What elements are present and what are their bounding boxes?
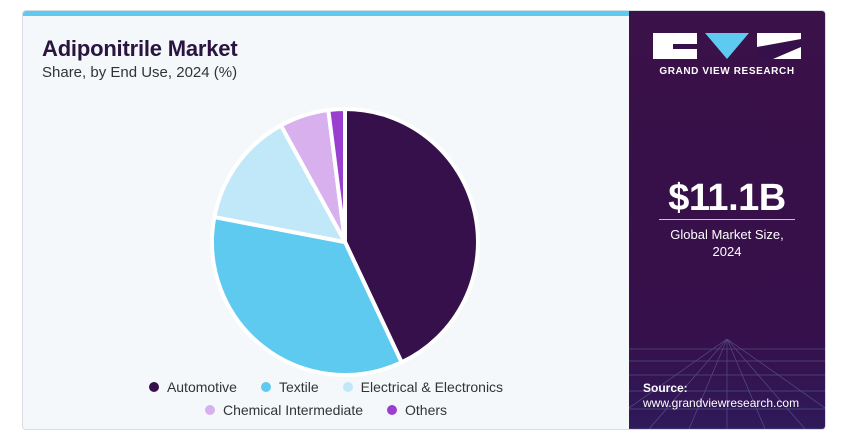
legend-swatch <box>260 382 271 392</box>
legend-label: Textile <box>278 379 319 395</box>
grid-floor-decoration <box>629 339 825 429</box>
gvr-logo-icon <box>653 33 801 59</box>
accent-bar <box>23 11 629 16</box>
legend-swatch <box>148 382 159 392</box>
source-label: Source: <box>643 381 688 395</box>
caption-line-2: 2024 <box>712 244 742 259</box>
legend-item-textile: Textile <box>260 379 319 395</box>
chart-subtitle: Share, by End Use, 2024 (%) <box>42 64 238 81</box>
pie-slice-textile <box>210 215 404 377</box>
legend-item-others: Others <box>387 402 447 418</box>
legend-label: Chemical Intermediate <box>222 402 364 418</box>
legend-swatch <box>342 382 353 392</box>
divider <box>659 219 795 220</box>
source-url[interactable]: www.grandviewresearch.com <box>643 396 800 410</box>
legend-row-2: Chemical Intermediate Others <box>23 402 629 418</box>
chart-title: Adiponitrile Market <box>42 36 238 61</box>
legend-label: Electrical & Electronics <box>360 379 504 395</box>
brand-name: GRAND VIEW RESEARCH <box>659 66 795 77</box>
legend-item-chemical-intermediate: Chemical Intermediate <box>204 402 364 418</box>
source-note: Source: www.grandviewresearch.com <box>643 381 799 411</box>
market-size-value: $11.1B <box>668 177 786 219</box>
infographic-card: Adiponitrile Market Share, by End Use, 2… <box>22 10 826 430</box>
pie-slice-electrical-electronics <box>212 123 347 244</box>
pie-slice-automotive <box>343 107 480 365</box>
legend-label: Automotive <box>166 379 237 395</box>
pie-slice-others <box>326 107 347 244</box>
legend-swatch <box>204 405 215 415</box>
market-size-caption: Global Market Size, 2024 <box>649 226 805 260</box>
legend-row-1: Automotive Textile Electrical & Electron… <box>23 379 629 395</box>
legend-item-automotive: Automotive <box>148 379 237 395</box>
chart-panel: Adiponitrile Market Share, by End Use, 2… <box>23 16 629 429</box>
legend-swatch <box>387 405 398 415</box>
legend-label: Others <box>405 402 448 418</box>
legend-item-electrical-electronics: Electrical & Electronics <box>342 379 504 395</box>
pie-chart <box>210 107 480 377</box>
stats-panel: GRAND VIEW RESEARCH $11.1B Global Market… <box>629 11 825 429</box>
caption-line-1: Global Market Size, <box>670 227 784 242</box>
